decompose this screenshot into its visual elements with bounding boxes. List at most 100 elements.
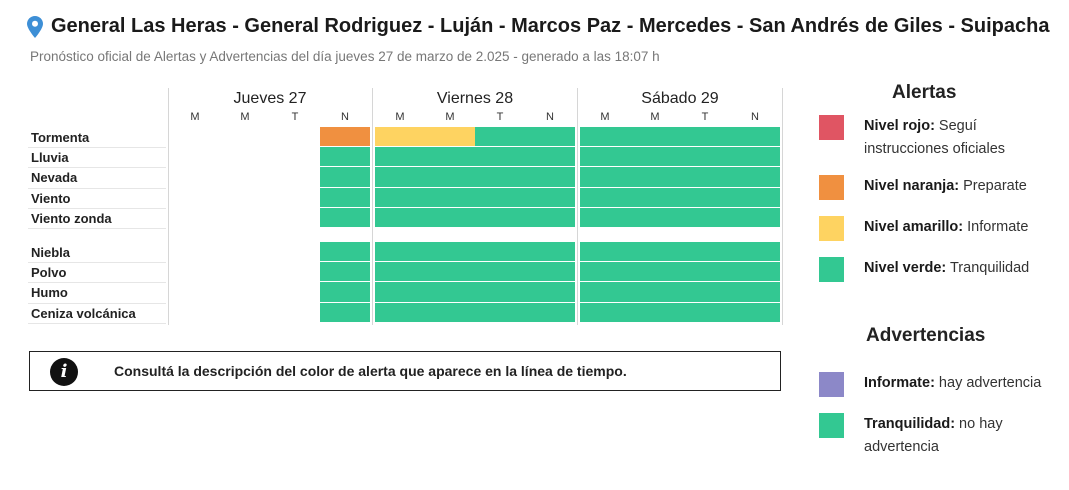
legend-swatch-rojo [819, 115, 844, 140]
row-divider [28, 228, 166, 229]
time-slot-label: T [496, 111, 504, 123]
alert-cell-verde [730, 127, 780, 147]
legend-adv-name: Tranquilidad: [864, 416, 956, 432]
alert-cell-verde [730, 187, 780, 207]
alert-cell-amarillo [375, 127, 425, 147]
alert-cell-verde [730, 282, 780, 302]
legend-alertas-title: Alertas [892, 82, 957, 103]
row-divider [28, 302, 166, 304]
alert-cell-verde [375, 242, 425, 262]
alert-cell-verde [630, 147, 680, 167]
alert-cell-verde [730, 207, 780, 227]
legend-level-desc: Tranquilidad [946, 260, 1030, 276]
alert-cell-verde [680, 167, 730, 187]
alert-cell-verde [630, 262, 680, 282]
day-header: Sábado 29 [641, 90, 719, 107]
legend-level-desc: Seguí instrucciones oficiales [864, 118, 1006, 157]
time-slot-label: M [650, 111, 660, 123]
alert-cell-verde [475, 127, 525, 147]
alert-cell-verde [580, 127, 630, 147]
day-separator [372, 88, 373, 325]
legend-item-rojo: Nivel rojo: Seguí instrucciones oficiale… [864, 115, 1064, 161]
phenomenon-label: Ceniza volcánica [31, 305, 136, 321]
time-slot-label: M [240, 111, 250, 123]
legend-swatch-naranja [819, 175, 844, 200]
legend-adv-name: Informate: [864, 375, 935, 391]
alert-cell-verde [730, 167, 780, 187]
legend-item-naranja: Nivel naranja: Preparate [864, 175, 1064, 198]
alert-cell-verde [525, 147, 575, 167]
legend-item-verde: Nivel verde: Tranquilidad [864, 257, 1064, 280]
legend-level-name: Nivel naranja: [864, 178, 960, 194]
alert-cell-verde [580, 242, 630, 262]
time-slot-label: T [701, 111, 709, 123]
legend-level-name: Nivel amarillo: [864, 219, 964, 235]
legend-adv-item-violeta: Informate: hay advertencia [864, 372, 1064, 395]
page-title: General Las Heras - General Rodriguez - … [51, 15, 1050, 37]
alert-cell-verde [680, 147, 730, 167]
alert-cell-verde [680, 242, 730, 262]
alert-cell-verde [525, 207, 575, 227]
alert-cell-verde [375, 282, 425, 302]
alert-cell-verde [525, 242, 575, 262]
map-pin-icon [27, 16, 43, 38]
alert-cell-verde [680, 207, 730, 227]
alert-cell-verde [475, 207, 525, 227]
alert-cell-verde [730, 242, 780, 262]
alert-cell-verde [580, 147, 630, 167]
phenomenon-label: Polvo [31, 265, 67, 281]
time-slot-label: T [291, 111, 299, 123]
alert-cell-verde [630, 167, 680, 187]
phenomenon-label: Tormenta [31, 130, 90, 145]
day-header: Jueves 27 [233, 90, 307, 107]
info-box: i Consultá la descripción del color de a… [29, 351, 781, 391]
row-divider [28, 262, 166, 264]
alert-cell-verde [580, 262, 630, 282]
alert-cell-verde [630, 207, 680, 227]
legend-adv-desc: hay advertencia [934, 375, 1042, 391]
alert-cell-verde [475, 262, 525, 282]
time-slot-label: M [190, 111, 200, 123]
time-slot-label: M [395, 111, 405, 123]
alert-cell-verde [375, 207, 425, 227]
alert-cell-verde [475, 302, 525, 322]
alert-cell-verde [375, 167, 425, 187]
alert-cell-verde [320, 262, 370, 282]
legend-level-name: Nivel rojo: [864, 118, 935, 134]
row-divider [28, 167, 166, 169]
alert-cell-verde [320, 302, 370, 322]
alert-cell-verde [320, 207, 370, 227]
alert-cell-verde [475, 147, 525, 167]
legend-swatch-violeta [819, 372, 844, 397]
row-divider [28, 147, 166, 149]
alert-cell-verde [425, 302, 475, 322]
alert-cell-verde [730, 262, 780, 282]
alert-cell-verde [730, 302, 780, 322]
alert-cell-verde [425, 207, 475, 227]
alert-cell-verde [475, 187, 525, 207]
legend-swatch-amarillo [819, 216, 844, 241]
alert-cell-verde [680, 302, 730, 322]
alert-cell-verde [680, 282, 730, 302]
alert-cell-naranja [320, 127, 370, 147]
alert-cell-verde [425, 242, 475, 262]
row-divider [28, 187, 166, 189]
alert-cell-amarillo [425, 127, 475, 147]
time-slot-label: N [341, 111, 349, 123]
alert-cell-verde [630, 127, 680, 147]
day-separator [577, 88, 578, 325]
legend-level-desc: Informate [963, 219, 1029, 235]
alert-cell-verde [375, 302, 425, 322]
alert-cell-verde [680, 127, 730, 147]
alert-cell-verde [680, 187, 730, 207]
alert-cell-verde [475, 242, 525, 262]
legend-level-desc: Preparate [959, 178, 1027, 194]
alert-cell-verde [475, 282, 525, 302]
alert-cell-verde [580, 187, 630, 207]
alert-cell-verde [525, 262, 575, 282]
legend-adv-item-verde: Tranquilidad: no hay advertencia [864, 413, 1064, 459]
legend-level-name: Nivel verde: [864, 260, 947, 276]
alert-cell-verde [580, 302, 630, 322]
phenomenon-label: Viento zonda [31, 210, 112, 226]
alert-cell-verde [375, 147, 425, 167]
